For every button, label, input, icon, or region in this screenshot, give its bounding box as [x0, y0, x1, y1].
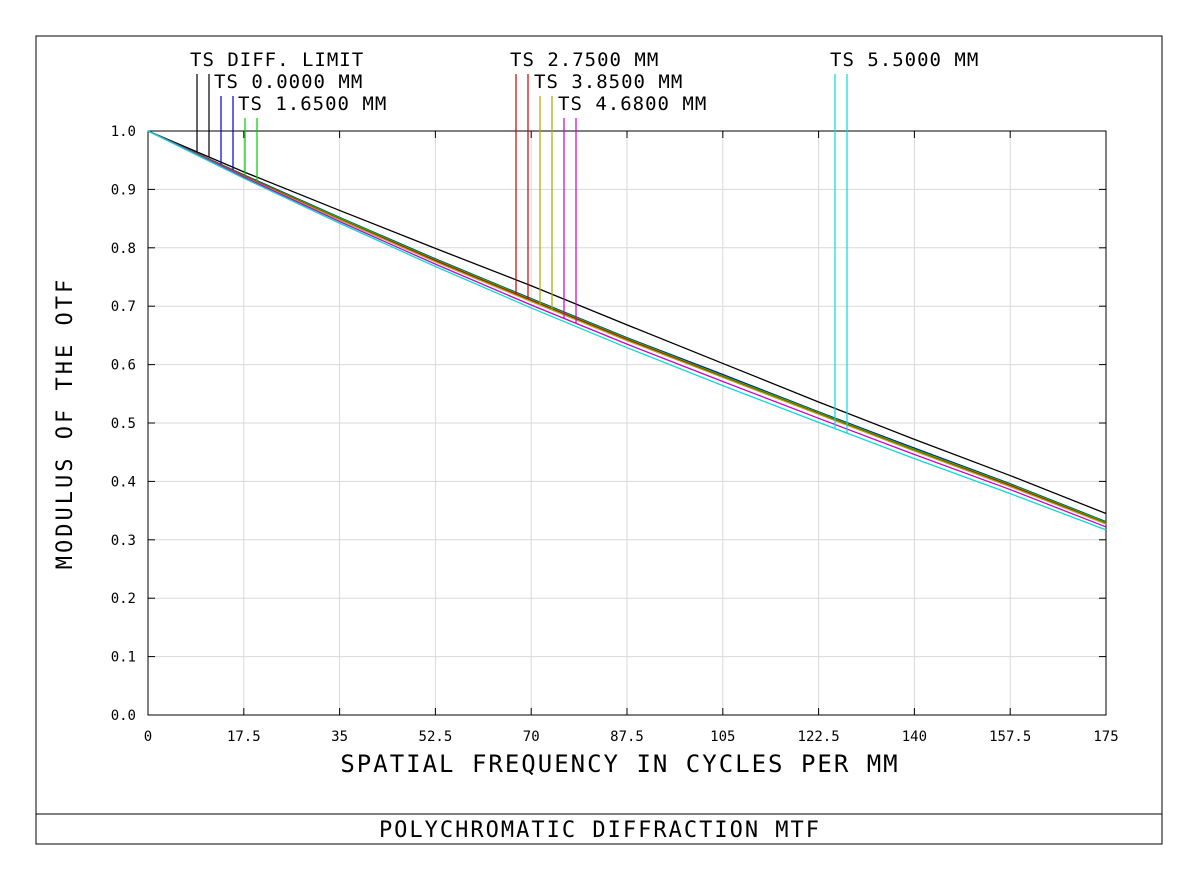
legend-label: TS DIFF. LIMIT	[190, 49, 364, 71]
y-tick-label: 0.1	[111, 650, 136, 666]
x-axis-label: SPATIAL FREQUENCY IN CYCLES PER MM	[340, 750, 899, 778]
y-tick-label: 0.0	[111, 708, 136, 724]
outer-frame	[35, 35, 1163, 815]
y-tick-label: 1.0	[111, 124, 136, 140]
x-axis: 0 17.5 35 52.5 70 87.5 105 122.5 140 157.5 175	[144, 131, 1119, 745]
legend-label: TS 3.8500 MM	[534, 71, 683, 93]
x-tick-label: 0	[144, 729, 152, 745]
legend-label: TS 1.6500 MM	[238, 93, 387, 115]
x-tick-label: 122.5	[798, 729, 840, 745]
x-tick-label: 105	[710, 729, 735, 745]
legend-label: TS 0.0000 MM	[214, 71, 363, 93]
series-layer	[147, 130, 1107, 531]
grid-layer	[148, 131, 1106, 715]
series-line-6	[147, 130, 1107, 531]
series-line-2	[147, 130, 1107, 523]
y-tick-label: 0.4	[111, 474, 136, 490]
x-tick-label: 35	[331, 729, 348, 745]
x-tick-label: 70	[523, 729, 540, 745]
x-tick-label: 87.5	[610, 729, 644, 745]
y-tick-label: 0.6	[111, 358, 136, 374]
y-tick-label: 0.8	[111, 241, 136, 257]
y-tick-label: 0.5	[111, 416, 136, 432]
y-tick-label: 0.2	[111, 591, 136, 607]
legend-label: TS 5.5000 MM	[830, 49, 979, 71]
series-line-5	[147, 130, 1107, 528]
x-tick-label: 175	[1093, 729, 1118, 745]
series-line-4	[147, 130, 1107, 525]
title-box	[35, 813, 1163, 845]
x-tick-label: 157.5	[989, 729, 1031, 745]
y-axis-label: MODULUS OF THE OTF	[53, 277, 78, 569]
series-line-0	[147, 130, 1107, 515]
x-tick-label: 140	[902, 729, 927, 745]
y-tick-label: 0.7	[111, 299, 136, 315]
legend-label: TS 2.7500 MM	[510, 49, 659, 71]
legend-label: TS 4.6800 MM	[558, 93, 707, 115]
y-tick-label: 0.3	[111, 533, 136, 549]
y-axis: 0.0 0.1 0.2 0.3 0.4 0.5 0.6 0.7 0.8 0.9 1.0	[111, 124, 1106, 724]
y-tick-label: 0.9	[111, 182, 136, 198]
x-tick-label: 17.5	[227, 729, 261, 745]
chart-title: POLYCHROMATIC DIFFRACTION MTF	[379, 818, 821, 843]
x-tick-label: 52.5	[419, 729, 453, 745]
